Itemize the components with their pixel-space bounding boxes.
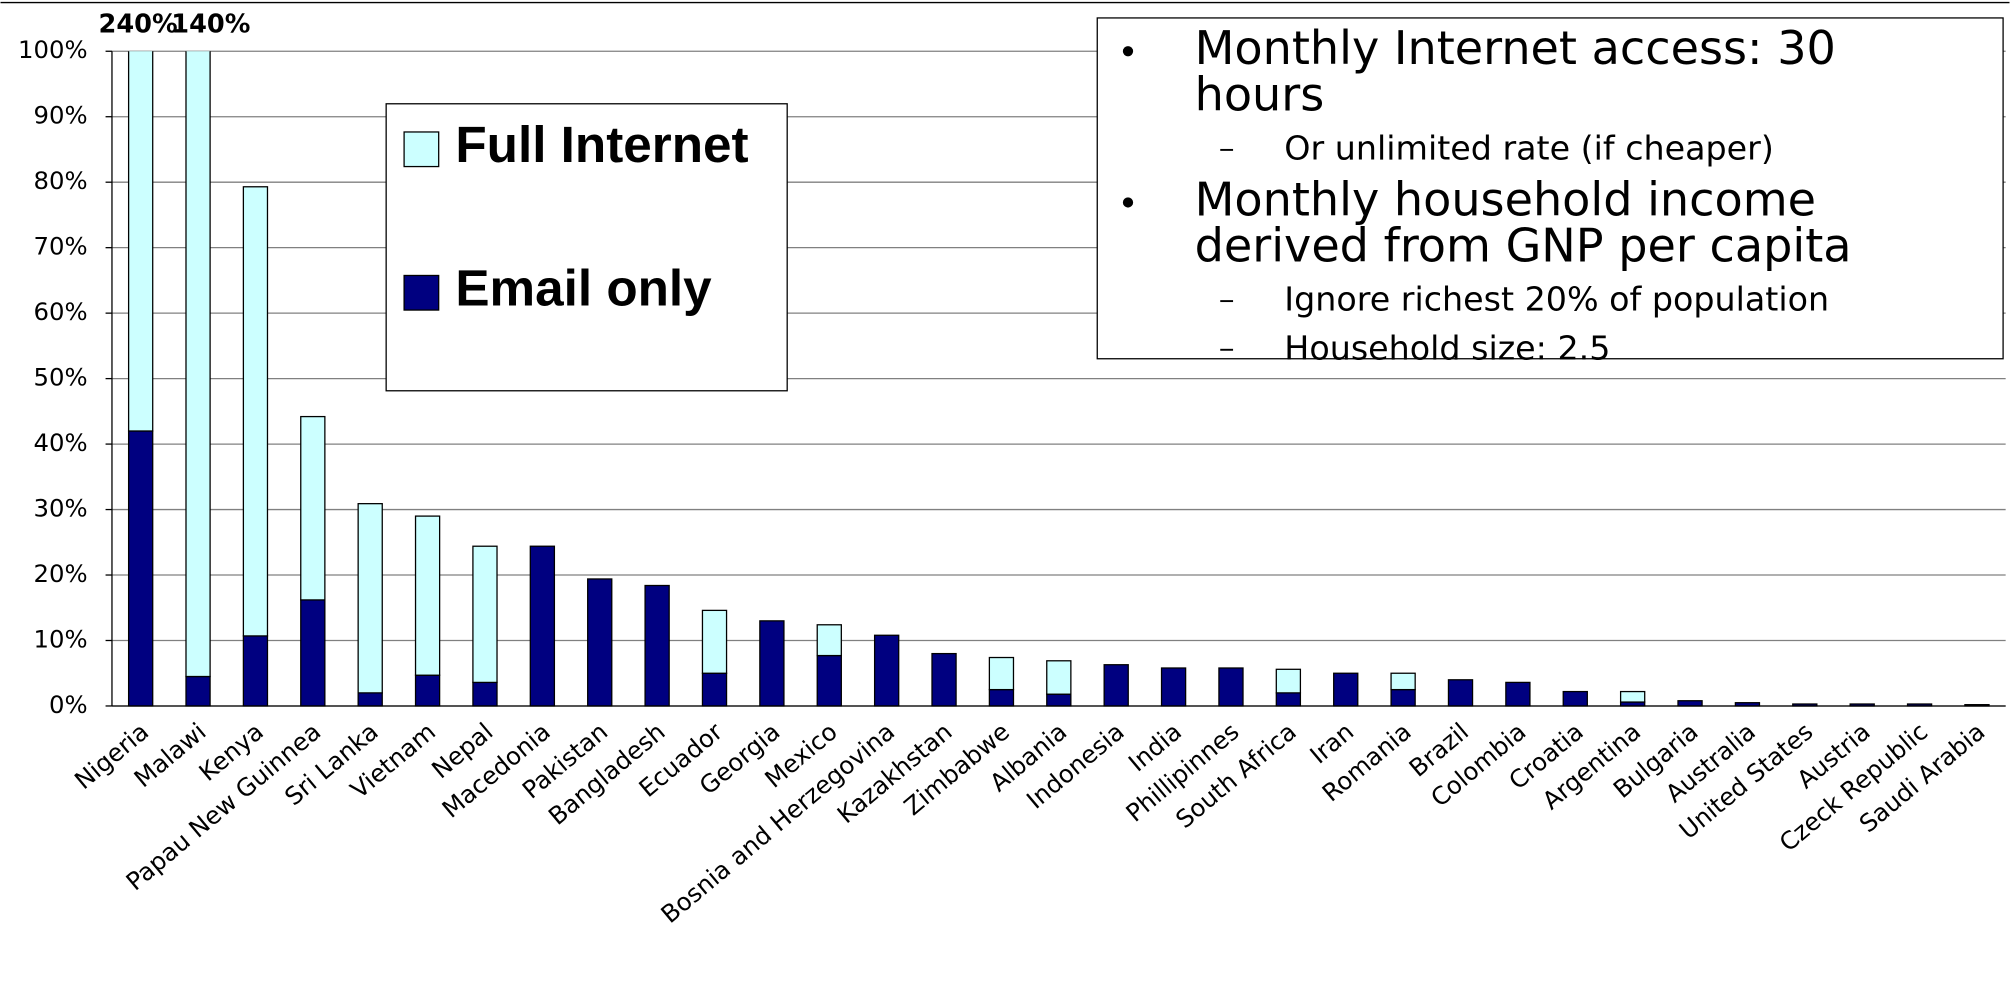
bullet xyxy=(1122,197,1134,208)
bar xyxy=(1103,664,1129,707)
bar xyxy=(242,635,269,707)
bar xyxy=(1275,668,1302,694)
bar xyxy=(300,415,326,601)
bar xyxy=(587,578,613,707)
text-line: hours xyxy=(1195,67,1325,121)
legend-swatch xyxy=(403,274,440,311)
bar xyxy=(357,692,383,707)
annotation: 240% xyxy=(99,10,178,40)
bar xyxy=(1275,692,1302,707)
bar xyxy=(472,545,498,684)
note: Monthly household income derived from GNP… xyxy=(1195,172,1852,272)
legend-label: Email only xyxy=(455,260,712,317)
bar xyxy=(644,584,670,707)
annotation: 140% xyxy=(171,10,250,40)
bar xyxy=(1160,667,1187,707)
y-tick-label: 30% xyxy=(34,494,88,523)
legend-swatch xyxy=(403,131,440,168)
bar xyxy=(931,652,957,707)
bar xyxy=(873,634,900,707)
bar xyxy=(816,654,842,707)
bar xyxy=(1333,672,1359,707)
bar xyxy=(1619,690,1646,703)
bar xyxy=(701,672,728,707)
bar xyxy=(988,656,1015,691)
bar xyxy=(1562,690,1588,707)
note: Monthly Internet access: 30 hours xyxy=(1195,21,1836,121)
bar xyxy=(300,599,326,707)
bar xyxy=(759,620,785,707)
bar xyxy=(988,688,1015,707)
y-tick-label: 80% xyxy=(34,166,88,195)
y-tick-label: 10% xyxy=(34,624,88,653)
notes-box xyxy=(1096,17,2004,360)
legend-box xyxy=(385,103,788,392)
bar xyxy=(529,545,556,707)
y-tick-label: 20% xyxy=(34,559,88,588)
text-line: derived from GNP per capita xyxy=(1195,218,1852,272)
text-line: Monthly Internet access: 30 xyxy=(1195,21,1836,75)
bar xyxy=(127,51,154,432)
y-tick-label: 70% xyxy=(34,232,88,261)
bar xyxy=(1505,681,1531,707)
bar xyxy=(357,503,383,694)
y-tick-label: 40% xyxy=(34,428,88,457)
bar xyxy=(1677,700,1703,707)
bar xyxy=(1390,688,1416,707)
bar xyxy=(414,515,441,676)
bar xyxy=(185,51,211,678)
bullet xyxy=(1122,46,1134,57)
y-tick-label: 0% xyxy=(49,690,88,719)
bar xyxy=(414,674,441,707)
bar xyxy=(701,609,728,674)
bar xyxy=(1046,660,1072,695)
bar xyxy=(242,186,269,637)
sub-note: Or unlimited rate (if cheaper) xyxy=(1284,128,1774,167)
y-tick-label: 90% xyxy=(34,101,88,130)
text-line: Monthly household income xyxy=(1195,172,1816,226)
bar xyxy=(472,681,498,707)
bar xyxy=(816,624,842,657)
y-tick-label: 50% xyxy=(34,363,88,392)
bar xyxy=(1447,679,1474,707)
legend-label: Full Internet xyxy=(455,116,748,173)
y-tick-label: 100% xyxy=(18,35,88,64)
sub-note: Household size: 2.5 xyxy=(1284,328,1610,367)
bar xyxy=(127,430,154,707)
bar xyxy=(1046,693,1072,707)
bar xyxy=(1218,667,1244,707)
bar xyxy=(185,675,211,707)
y-tick-label: 60% xyxy=(34,297,88,326)
sub-note: Ignore richest 20% of population xyxy=(1284,280,1829,319)
bar xyxy=(1390,672,1416,691)
